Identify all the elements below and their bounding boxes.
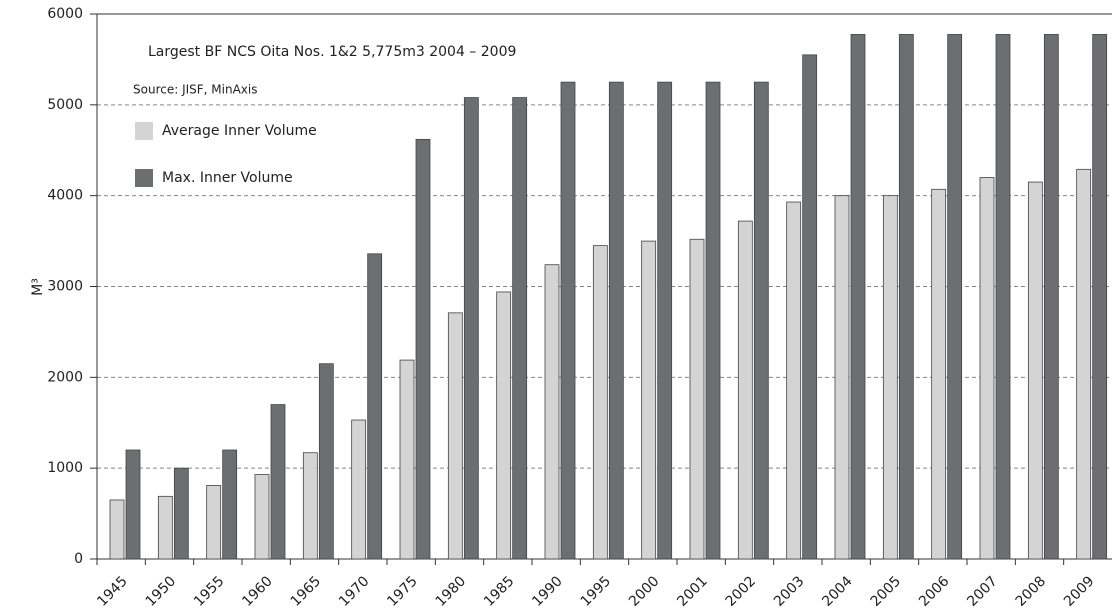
bar [737, 220, 753, 560]
y-axis-label: M³ [30, 278, 46, 296]
x-tick-label: 1955 [191, 573, 228, 610]
legend-label: Average Inner Volume [162, 123, 317, 139]
bar [834, 195, 850, 560]
bar [850, 34, 866, 560]
bar [1027, 181, 1043, 560]
y-tick-label: 2000 [47, 369, 83, 385]
x-tick-label: 1960 [239, 573, 276, 610]
legend-label: Max. Inner Volume [162, 170, 293, 186]
bar [270, 404, 286, 560]
y-tick-label: 4000 [47, 188, 83, 204]
y-tick-label: 0 [74, 551, 83, 567]
x-tick-label: 2005 [868, 573, 905, 610]
bar [657, 81, 673, 560]
bar [206, 485, 222, 560]
bar [592, 245, 608, 560]
x-tick-label: 2001 [674, 573, 711, 610]
x-tick-label: 2006 [916, 573, 953, 610]
bar [463, 97, 479, 560]
x-tick-label: 1985 [481, 573, 518, 610]
y-tick-label: 1000 [47, 460, 83, 476]
bar [496, 291, 512, 560]
bar [415, 138, 431, 560]
legend-swatch [135, 122, 153, 140]
x-tick-label: 2002 [723, 573, 760, 610]
bar [560, 81, 576, 560]
bar [512, 97, 528, 560]
x-tick-label: 2009 [1061, 573, 1098, 610]
x-tick-label: 1970 [336, 573, 373, 610]
x-tick-label: 1980 [433, 573, 470, 610]
x-tick-label: 1950 [143, 573, 180, 610]
x-tick-label: 2007 [964, 573, 1001, 610]
bar [254, 474, 270, 560]
bar [351, 419, 367, 560]
bar [125, 449, 141, 560]
bar [544, 264, 560, 560]
bar [173, 467, 189, 560]
bar [931, 188, 947, 560]
x-tick-label: 1965 [288, 573, 325, 610]
bar [302, 452, 318, 560]
bar [802, 54, 818, 560]
bar [1076, 168, 1092, 560]
bar [786, 201, 802, 560]
x-tick-label: 1975 [384, 573, 421, 610]
bar [753, 81, 769, 560]
bar [979, 177, 995, 560]
y-tick-label: 5000 [47, 97, 83, 113]
bar [689, 238, 705, 560]
x-tick-label: 2003 [771, 573, 808, 610]
bar [898, 34, 914, 560]
bar [705, 81, 721, 560]
bar [447, 312, 463, 560]
x-tick-label: 2004 [819, 573, 856, 610]
bar [399, 359, 415, 560]
bar [157, 495, 173, 560]
bar [995, 34, 1011, 560]
y-tick-label: 3000 [47, 279, 83, 295]
bar [1092, 34, 1108, 560]
x-tick-label: 2000 [626, 573, 663, 610]
bar [608, 81, 624, 560]
y-tick-label: 6000 [47, 6, 83, 22]
x-tick-label: 1995 [578, 573, 615, 610]
chart-subtitle: Source: JISF, MinAxis [133, 83, 258, 97]
bar [318, 363, 334, 560]
bar [882, 195, 898, 560]
x-tick-label: 1945 [94, 573, 131, 610]
chart-title: Largest BF NCS Oita Nos. 1&2 5,775m3 200… [148, 44, 516, 60]
bar [641, 240, 657, 560]
x-tick-label: 1990 [529, 573, 566, 610]
bar [109, 499, 125, 560]
bar [1043, 34, 1059, 560]
bar [947, 34, 963, 560]
bar [367, 253, 383, 560]
legend-swatch [135, 169, 153, 187]
x-tick-label: 2008 [1013, 573, 1050, 610]
bar [222, 449, 238, 560]
